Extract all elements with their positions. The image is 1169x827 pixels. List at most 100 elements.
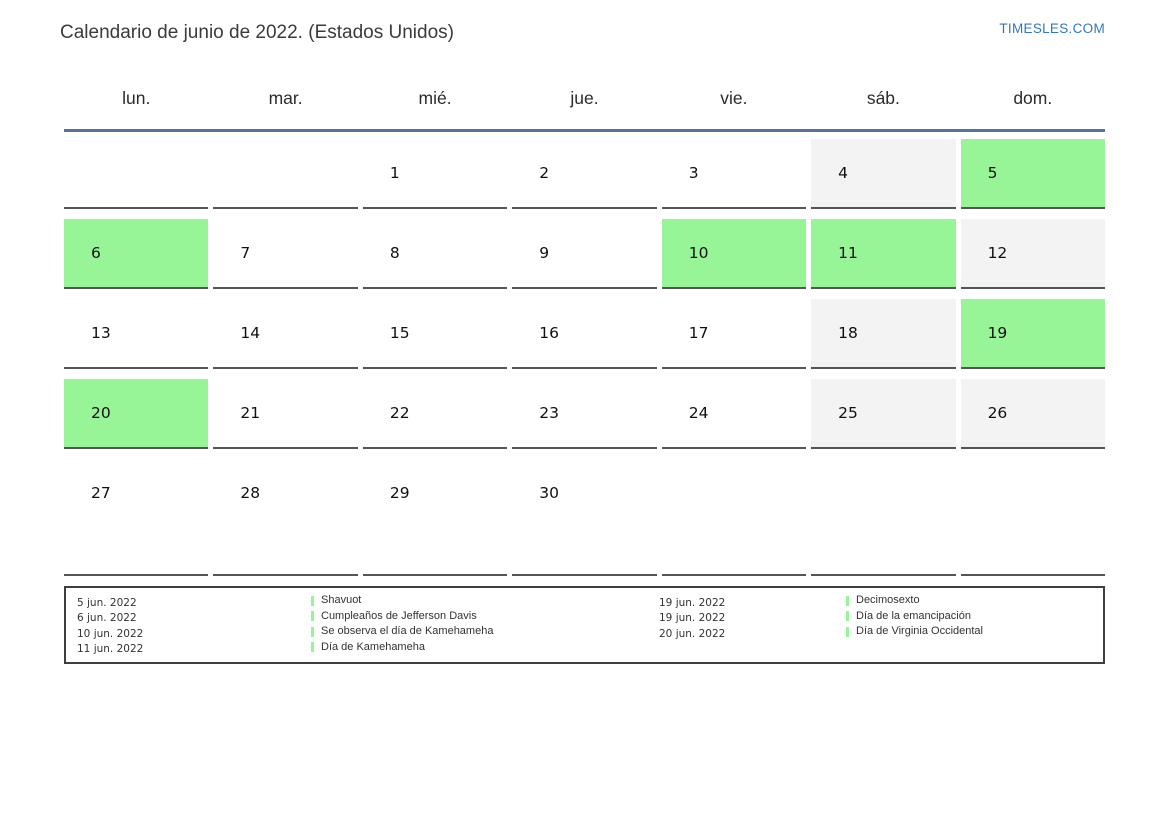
- weekday-header-vie: vie.: [720, 88, 748, 108]
- holiday-marker-icon: [846, 611, 849, 621]
- holiday-marker-icon: [311, 611, 314, 621]
- day-cell-1: 1: [362, 139, 508, 209]
- holiday-marker-icon: [311, 626, 314, 637]
- day-cell-6: 6: [64, 219, 209, 289]
- legend-label-text: Se observa el día de Kamehameha: [321, 625, 494, 637]
- day-cell-22: 22: [362, 379, 508, 449]
- legend-date: 19 jun. 2022: [659, 596, 726, 609]
- day-cell-5: 5: [960, 139, 1105, 209]
- calendar-grid: 1 2 3 4 5 6 7 8 9 10 11 12 13 14 15 16 17 18 19 20 21 22 23 24 2…: [64, 139, 1105, 576]
- legend-item: 19 jun. 2022 Día de la emancipación: [659, 610, 1095, 626]
- day-number: 23: [539, 404, 560, 422]
- day-cell-11: 11: [811, 219, 956, 289]
- day-cell-empty: [661, 459, 807, 576]
- day-cell-16: 16: [512, 299, 657, 369]
- day-cell-4: 4: [811, 139, 956, 209]
- holiday-marker-icon: [311, 595, 314, 606]
- day-cell-10: 10: [661, 219, 807, 289]
- legend-item: 6 jun. 2022 Cumpleaños de Jefferson Davis: [77, 610, 659, 626]
- day-number: 25: [838, 404, 858, 422]
- day-number: 8: [389, 244, 400, 262]
- week-row: 20 21 22 23 24 25 26: [64, 379, 1105, 449]
- day-cell-23: 23: [512, 379, 657, 449]
- legend-box: 5 jun. 2022 Shavuot 6 jun. 2022 Cumpleaños …: [64, 586, 1105, 664]
- day-number: 28: [240, 484, 261, 502]
- legend-date: 19 jun. 2022: [659, 612, 726, 624]
- day-cell-30: 30: [512, 459, 657, 576]
- day-number: 19: [987, 324, 1008, 342]
- weekday-header-dom: dom.: [1013, 88, 1053, 108]
- day-number: 18: [838, 324, 858, 342]
- day-cell-12: 12: [960, 219, 1105, 289]
- legend-date: 10 jun. 2022: [77, 627, 144, 640]
- day-number: 7: [240, 244, 251, 262]
- day-number: 4: [838, 164, 849, 182]
- site-link[interactable]: TIMESLES.COM: [999, 21, 1105, 36]
- day-number: 9: [539, 244, 550, 262]
- day-number: 3: [688, 164, 699, 182]
- day-number: 30: [539, 484, 560, 502]
- day-cell-17: 17: [661, 299, 807, 369]
- day-number: [64, 139, 208, 207]
- legend-label-text: Día de Kamehameha: [321, 640, 425, 653]
- week-row: 1 2 3 4 5: [64, 139, 1105, 209]
- day-cell-27: 27: [64, 459, 209, 576]
- week-row: 13 14 15 16 17 18 19: [64, 299, 1105, 369]
- day-cell-3: 3: [661, 139, 807, 209]
- holiday-marker-icon: [846, 626, 849, 637]
- weekday-header-sb: sáb.: [866, 88, 900, 108]
- legend-item: 20 jun. 2022 Día de Virginia Occidental: [659, 625, 1095, 641]
- legend-item: 11 jun. 2022 Día de Kamehameha: [77, 641, 659, 657]
- legend-label: Día de Virginia Occidental: [846, 625, 983, 638]
- legend-date: 20 jun. 2022: [659, 627, 726, 640]
- day-number: 24: [688, 404, 709, 422]
- calendar-page: Calendario de junio de 2022. (Estados Un…: [60, 0, 1105, 664]
- legend-label: Día de la emancipación: [846, 610, 971, 623]
- day-cell-28: 28: [213, 459, 358, 576]
- day-number: 26: [987, 404, 1008, 422]
- page-title: Calendario de junio de 2022. (Estados Un…: [60, 22, 454, 43]
- day-cell-21: 21: [213, 379, 358, 449]
- day-number: 5: [987, 164, 998, 182]
- legend-label-text: Día de la emancipación: [856, 609, 971, 622]
- day-number: 14: [240, 324, 261, 342]
- week-row: 6 7 8 9 10 11 12: [64, 219, 1105, 289]
- day-number: 10: [688, 244, 709, 262]
- day-cell-20: 20: [64, 379, 209, 449]
- day-cell-14: 14: [213, 299, 358, 369]
- holiday-marker-icon: [311, 642, 314, 652]
- day-number: 1: [389, 164, 400, 182]
- legend-label-text: Cumpleaños de Jefferson Davis: [321, 609, 477, 622]
- weekday-header-jue: jue.: [570, 88, 599, 108]
- legend-column-right: 19 jun. 2022 Decimosexto 19 jun. 2022 Día d…: [659, 594, 1095, 656]
- day-cell-25: 25: [811, 379, 956, 449]
- legend-label-text: Decimosexto: [856, 594, 920, 606]
- day-number: 15: [389, 324, 410, 342]
- day-number: [811, 459, 955, 527]
- day-cell-26: 26: [960, 379, 1105, 449]
- day-cell-7: 7: [213, 219, 358, 289]
- legend-date: 5 jun. 2022: [77, 596, 137, 609]
- day-cell-empty: [811, 459, 956, 576]
- day-number: [662, 459, 806, 527]
- weekday-header-lun: lun.: [122, 88, 151, 108]
- legend-item: 5 jun. 2022 Shavuot: [77, 594, 659, 610]
- day-cell-18: 18: [811, 299, 956, 369]
- day-cell-19: 19: [960, 299, 1105, 369]
- legend-item: 19 jun. 2022 Decimosexto: [659, 594, 1095, 610]
- legend-date: 11 jun. 2022: [77, 643, 144, 655]
- day-number: 27: [91, 484, 111, 502]
- day-cell-13: 13: [64, 299, 209, 369]
- day-number: [961, 459, 1105, 527]
- legend-label: Día de Kamehameha: [311, 641, 425, 654]
- day-cell-empty: [213, 139, 358, 209]
- legend-label-text: Día de Virginia Occidental: [856, 625, 983, 637]
- day-number: 16: [539, 324, 560, 342]
- topbar: Calendario de junio de 2022. (Estados Un…: [60, 21, 1105, 45]
- day-cell-empty: [64, 139, 209, 209]
- day-number: 17: [688, 324, 709, 342]
- day-cell-2: 2: [512, 139, 657, 209]
- legend-date: 6 jun. 2022: [77, 612, 137, 624]
- legend-item: 10 jun. 2022 Se observa el día de Kameham…: [77, 625, 659, 641]
- day-number: 20: [91, 404, 111, 422]
